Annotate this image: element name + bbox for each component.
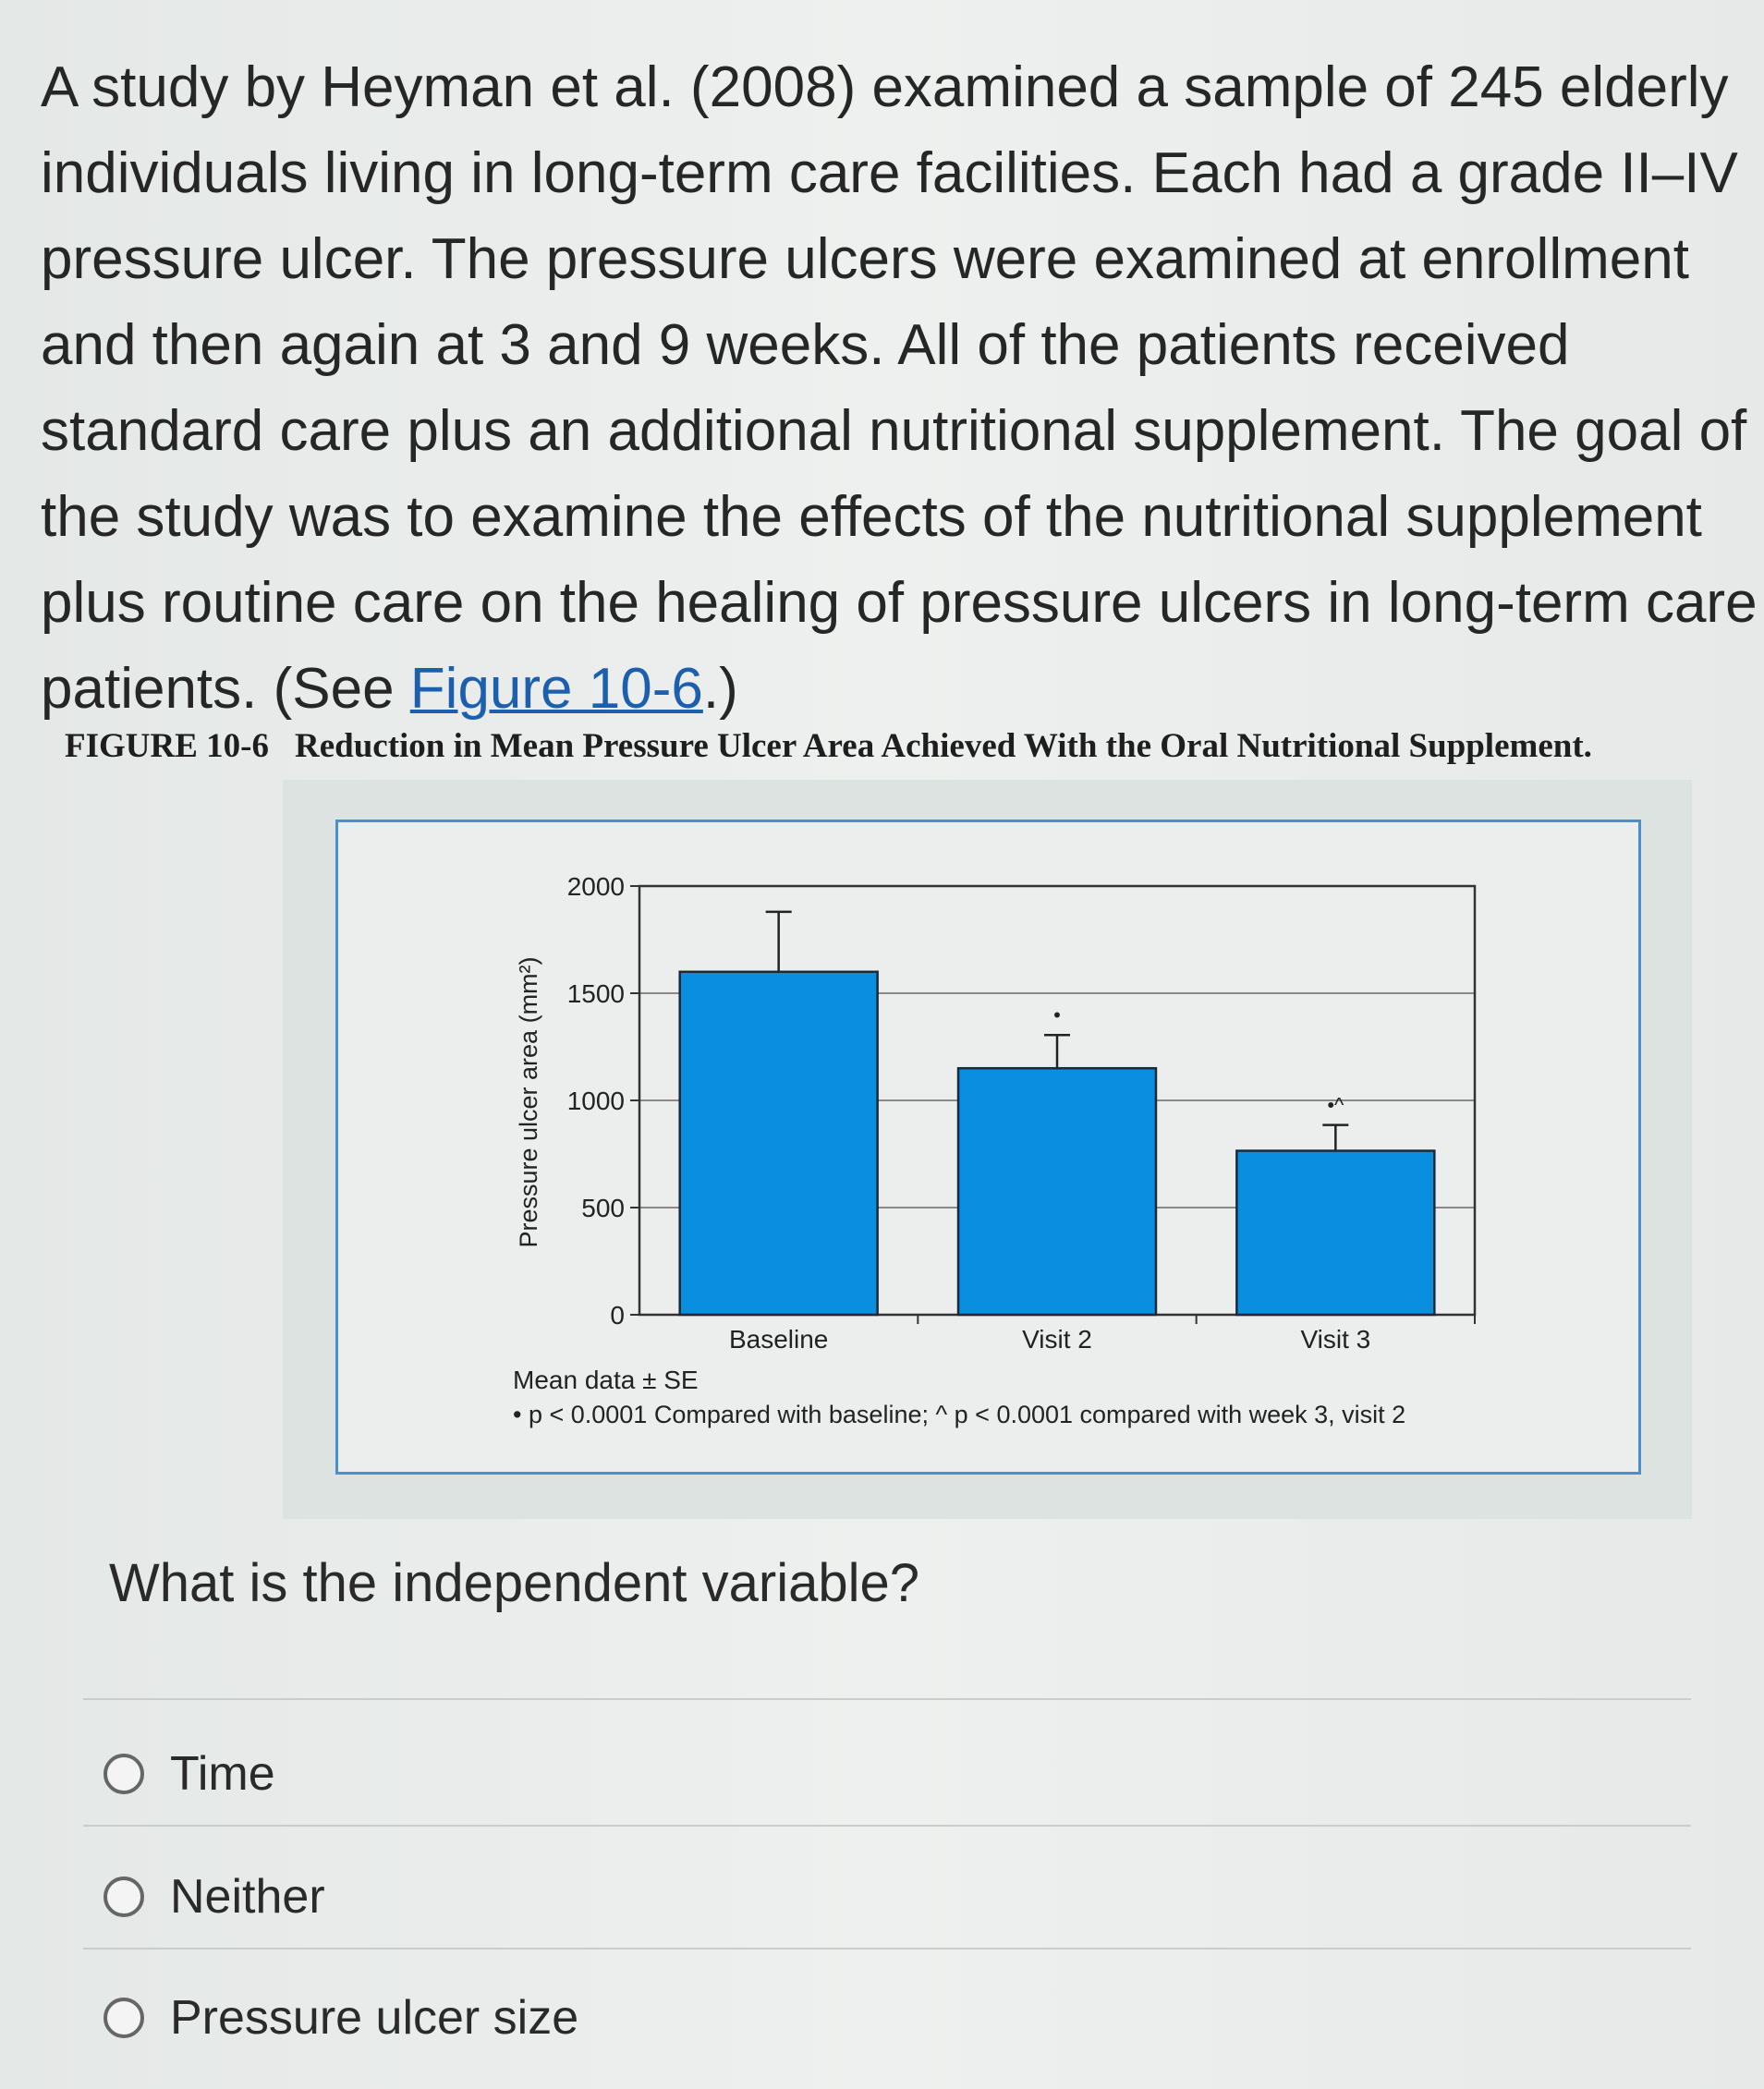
figure-number: FIGURE 10-6: [65, 727, 269, 765]
figure-chart: 0 500 1000 1500 2000 Baseline • Visit 2 •^ Visit …: [335, 820, 1641, 1475]
question-passage: A study by Heyman et al. (2008) examined…: [41, 44, 1758, 732]
y-axis-label: Pressure ulcer area (mm²): [515, 956, 542, 1247]
passage-line: plus routine care on the healing of pres…: [41, 571, 1758, 635]
passage-text: patients. (See: [41, 657, 410, 721]
passage-line: patients. (See Figure 10-6.): [41, 646, 1722, 732]
figure-note: • p < 0.0001 Compared with baseline; ^ p…: [513, 1401, 1405, 1428]
y-tick-label: 2000: [567, 872, 625, 901]
option-label: Time: [170, 1747, 275, 1801]
option-label: Neither: [170, 1870, 325, 1924]
significance-marker: •^: [1327, 1094, 1344, 1117]
significance-marker: •: [1053, 1003, 1061, 1026]
x-tick-label: Visit 3: [1300, 1325, 1370, 1354]
y-tick-label: 500: [581, 1194, 625, 1222]
x-tick-label: Baseline: [729, 1325, 828, 1354]
bar-baseline: [678, 970, 879, 1317]
question-prompt: What is the independent variable?: [109, 1553, 920, 1613]
bar-visit-2: [956, 1066, 1158, 1317]
passage-line: A study by Heyman et al. (2008) examined…: [41, 55, 1729, 119]
figure-link[interactable]: Figure 10-6: [409, 657, 703, 721]
passage-line: standard care plus an additional nutriti…: [41, 399, 1747, 463]
passage-line: pressure ulcer. The pressure ulcers were…: [41, 227, 1689, 291]
passage-line: and then again at 3 and 9 weeks. All of …: [41, 313, 1570, 377]
bar-visit-3: [1235, 1149, 1436, 1317]
radio-button[interactable]: [103, 1876, 144, 1917]
figure-note: Mean data ± SE: [513, 1366, 699, 1394]
x-tick-label: Visit 2: [1022, 1325, 1092, 1354]
passage-line: individuals living in long-term care fac…: [41, 141, 1738, 205]
y-tick-label: 1500: [567, 979, 625, 1008]
passage-line: the study was to examine the effects of …: [41, 485, 1702, 549]
figure-title: Reduction in Mean Pressure Ulcer Area Ac…: [294, 727, 1592, 765]
y-tick-label: 0: [610, 1301, 625, 1330]
radio-button[interactable]: [103, 1754, 144, 1794]
passage-text: .): [702, 657, 738, 721]
option-time[interactable]: Time: [103, 1746, 275, 1802]
bar-chart: 0 500 1000 1500 2000 Baseline • Visit 2 •^ Visit …: [513, 872, 1477, 1428]
radio-button[interactable]: [103, 1998, 144, 2038]
option-pressure-ulcer-size[interactable]: Pressure ulcer size: [103, 1990, 578, 2046]
divider: [83, 1825, 1691, 1827]
y-tick-label: 1000: [567, 1087, 625, 1115]
option-label: Pressure ulcer size: [170, 1991, 579, 2045]
divider: [83, 1698, 1691, 1700]
option-neither[interactable]: Neither: [103, 1869, 325, 1925]
divider: [83, 1948, 1691, 1949]
figure-caption: FIGURE 10-6 Reduction in Mean Pressure Ul…: [65, 726, 1592, 766]
